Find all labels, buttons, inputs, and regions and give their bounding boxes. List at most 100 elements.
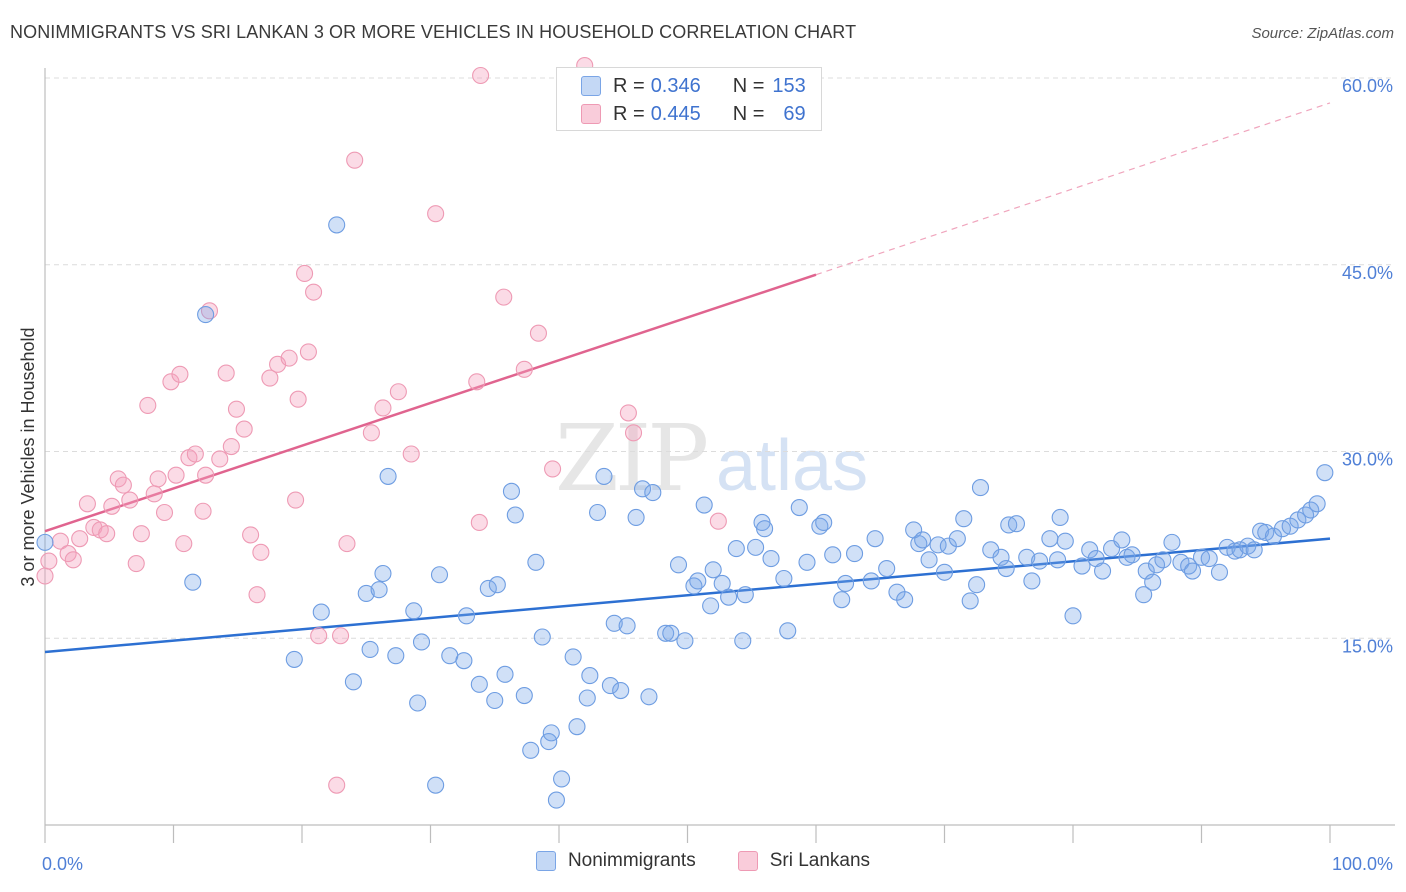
nonimmigrants-point [736,586,754,604]
sri-lankans-point [145,485,163,503]
nonimmigrants-point [720,588,738,606]
nonimmigrants-point [862,572,880,590]
sri-lankans-point [121,491,139,509]
sri-lankans-point [194,502,212,520]
nonimmigrants-point [747,538,765,556]
nonimmigrants-point [1302,501,1320,519]
sri-lankans-point [211,450,229,468]
sri-lankans-point [132,525,150,543]
nonimmigrants-point [815,513,833,532]
sri-lankans-point [328,776,346,794]
nonimmigrants-point [374,564,392,583]
legend-label: Sri Lankans [769,850,871,871]
sri-lankans-point [287,491,305,509]
sri-lankans-point [402,445,420,463]
sri-lankans-point [222,437,240,456]
nonimmigrants-points [36,216,1334,809]
legend-item-nonimmigrants: Nonimmigrants [535,850,696,872]
x-tick-label: 100.0% [1332,854,1393,874]
nonimmigrants-point [961,592,979,610]
sri-lankans-point [197,466,215,484]
sri-lankans-trend-extension [815,102,1331,276]
nonimmigrants-point [1007,515,1026,533]
nonimmigrants-point [605,614,623,632]
sri-lankans-point [299,343,317,361]
nonimmigrants-point [734,632,752,650]
nonimmigrants-point [1257,523,1275,541]
nonimmigrants-point [1113,531,1131,549]
sri-lankans-point [155,503,174,522]
nonimmigrants-point [387,647,405,665]
nonimmigrants-point [522,741,540,759]
sri-lankans-point [261,369,279,387]
n-label: N = [732,102,765,125]
nonimmigrants-point [992,548,1010,566]
nonimmigrants-point [564,648,582,666]
legend-label: Nonimmigrants [567,850,696,871]
nonimmigrants-point [779,622,797,640]
sri-lankans-points [36,57,727,794]
nonimmigrants-point [568,718,586,736]
nonimmigrants-point [1049,551,1067,569]
nonimmigrants-point [775,569,793,588]
nonimmigrants-point [914,531,932,549]
nonimmigrants-point [1316,464,1334,482]
watermark-atlas: atlas [716,426,869,506]
nonimmigrants-point [1073,557,1091,575]
nonimmigrants-point [1041,530,1059,548]
nonimmigrants-point [1064,607,1082,625]
nonimmigrants-point [790,498,808,517]
watermark-zip: ZIP [555,405,709,512]
nonimmigrants-point [601,677,619,695]
nonimmigrants-point [36,533,54,551]
nonimmigrants-point [1123,546,1141,564]
nonimmigrants-point [1245,541,1263,559]
nonimmigrants-point [344,673,362,691]
nonimmigrants-point [676,632,694,650]
r-value: 0.346 [650,74,701,97]
nonimmigrants-point [948,530,966,548]
n-value: 69 [783,102,806,125]
sri-lankans-point [175,535,193,553]
nonimmigrants-point [1210,563,1229,581]
r-label: R = [613,74,645,97]
sri-lankans-point [305,283,323,301]
nonimmigrants-point [704,561,722,579]
sri-lankans-point [64,551,82,569]
nonimmigrants-point [997,559,1015,578]
nonimmigrants-point [955,510,973,528]
sri-lankans-point [149,470,167,488]
nonimmigrants-point [527,553,545,571]
y-tick-label: 45.0% [1342,263,1393,283]
nonimmigrants-point [1163,533,1181,551]
nonimmigrants-point [896,591,914,609]
y-axis-label: 3 or more Vehicles in Household [18,327,38,586]
sri-lankans-point [40,552,58,570]
nonimmigrants-point [441,647,459,665]
nonimmigrants-point [866,530,884,548]
x-tick-label: 0.0% [42,854,83,874]
sri-lankans-point [103,497,121,515]
nonimmigrants-point [184,573,202,591]
sri-lankans-point [171,365,189,383]
nonimmigrants-point [379,467,397,485]
sri-lankans-point [529,324,547,342]
sri-lankans-point [346,151,364,169]
r-label: R = [613,102,645,125]
sri-lankans-point [252,543,270,561]
nonimmigrants-point [427,776,445,794]
trend-lines [44,102,1331,654]
nonimmigrants-point [878,559,896,578]
nonimmigrants-point [578,689,596,707]
nonimmigrants-point [627,508,645,527]
nonimmigrants-point [542,724,560,742]
sri-lankans-point [139,396,157,414]
nonimmigrants-point [657,624,675,642]
nonimmigrants-point [669,556,688,574]
nonimmigrants-point [713,574,731,593]
nonimmigrants-point [689,572,707,590]
nonimmigrants-point [496,665,514,683]
sri-lankans-point [280,349,298,367]
sri-lankans-point [167,466,185,484]
pink-swatch-icon [737,851,758,871]
